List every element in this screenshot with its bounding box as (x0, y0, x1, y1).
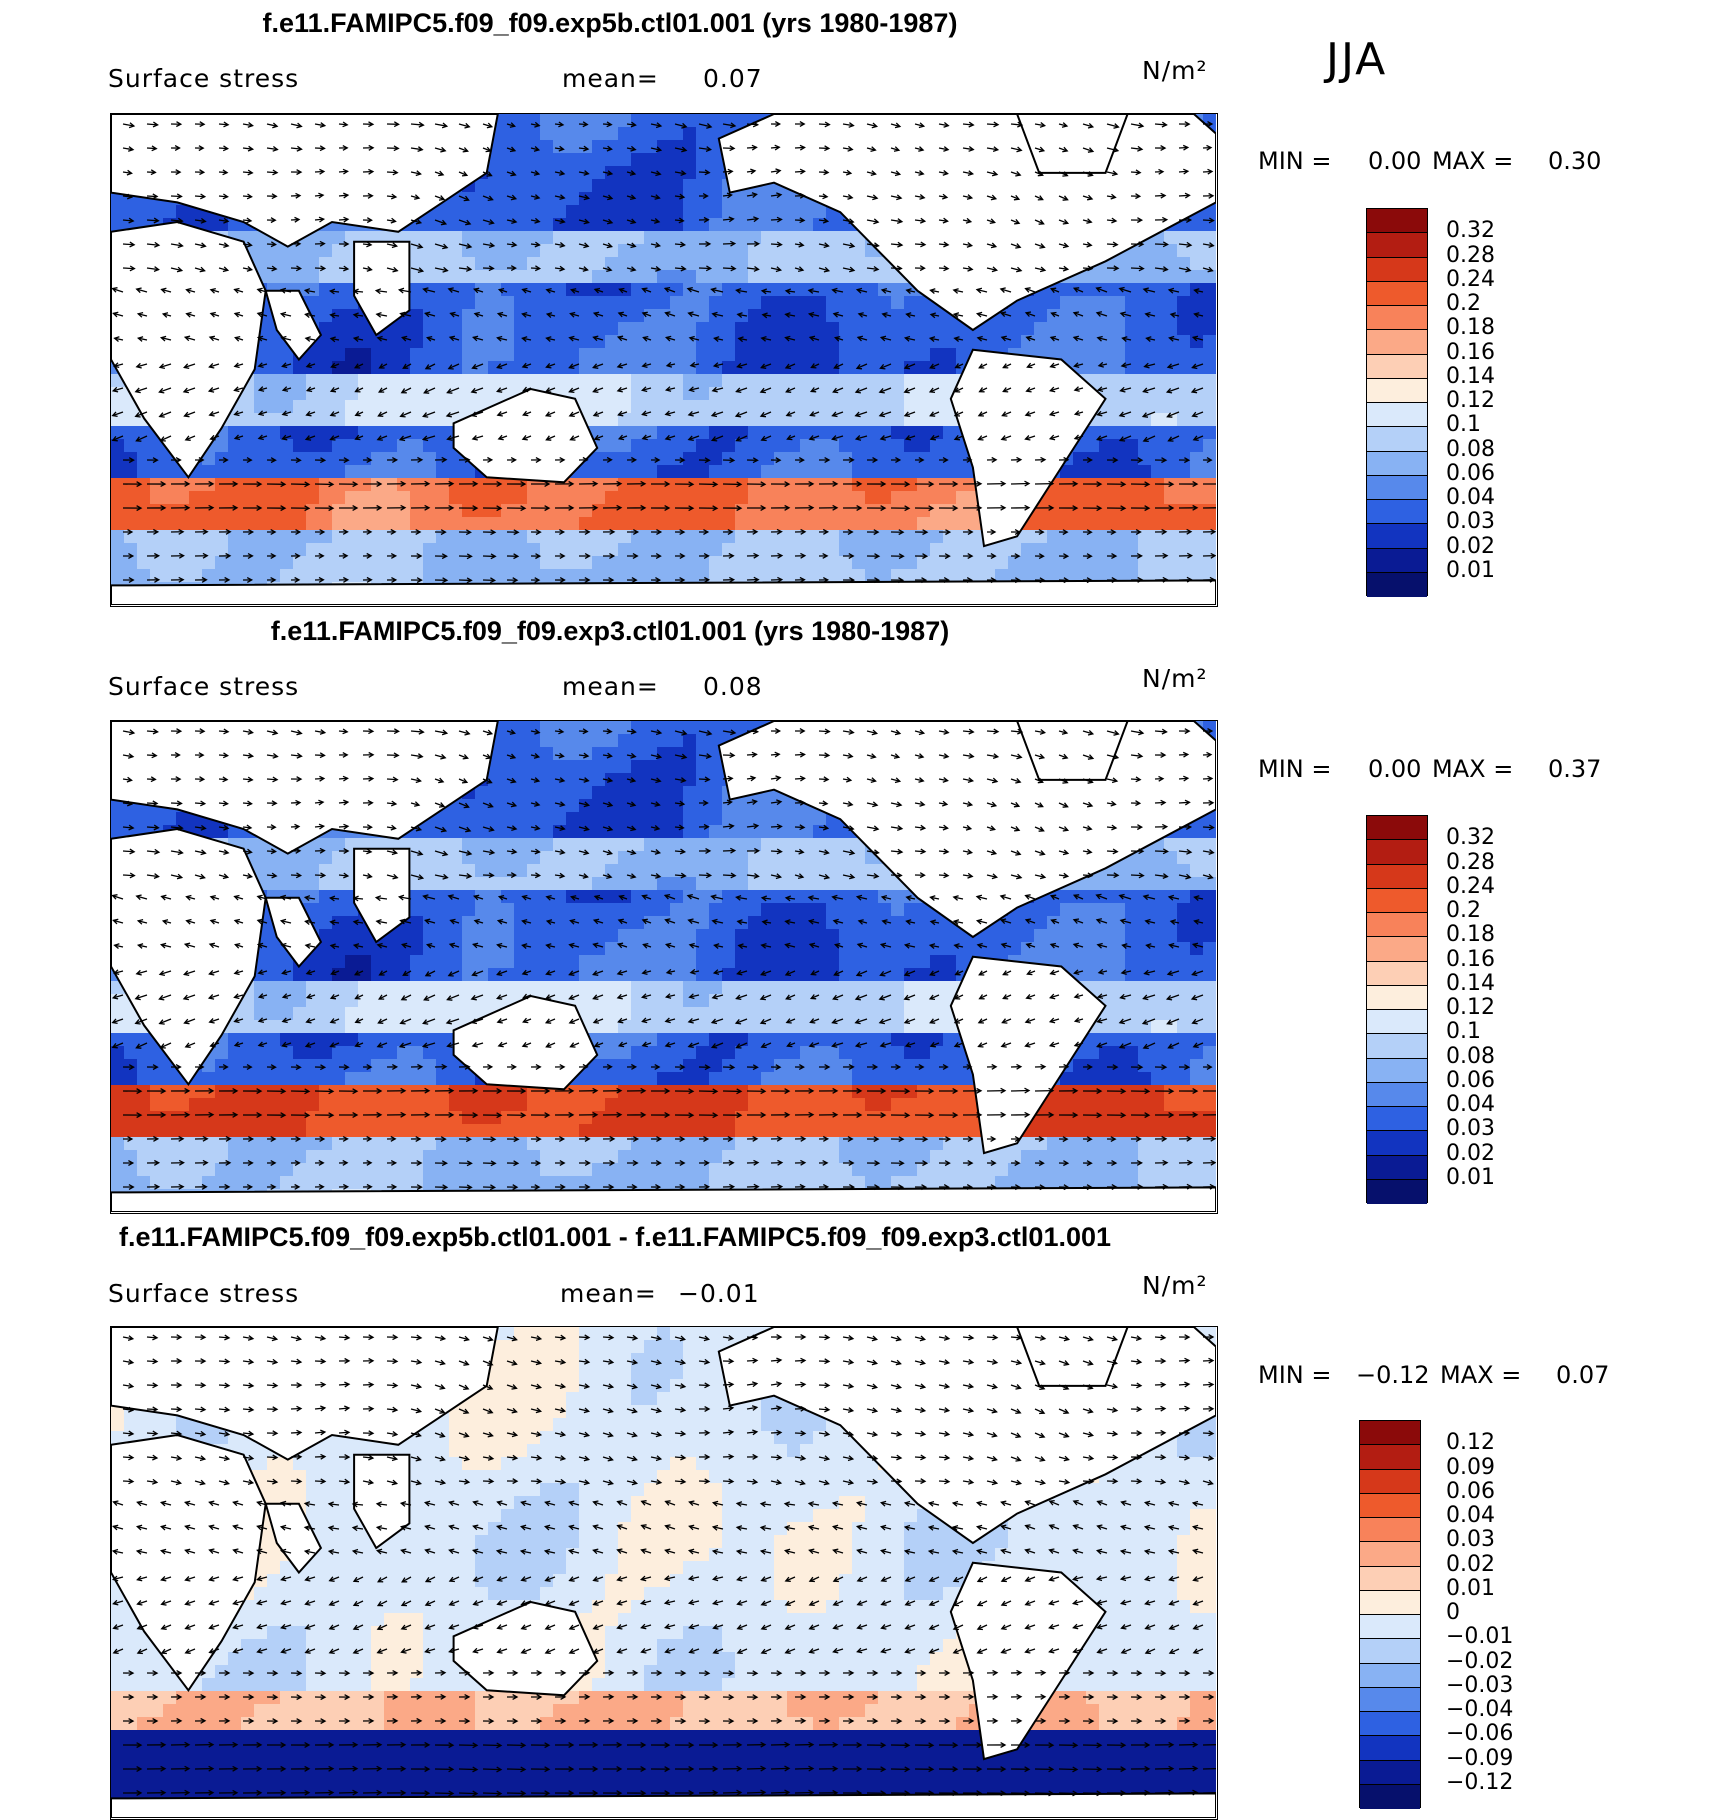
map-frame (110, 113, 1218, 607)
variable-name: Surface stress (108, 672, 299, 701)
colorbar-tick-label: 0.03 (1446, 509, 1495, 534)
mean-value: 0.08 (703, 672, 763, 701)
colorbar-swatch (1367, 986, 1427, 1010)
map-frame (110, 720, 1218, 1214)
colorbar-swatch (1367, 1059, 1427, 1083)
colorbar-swatch (1367, 549, 1427, 573)
colorbar-swatch (1367, 403, 1427, 427)
colorbar-swatch (1367, 427, 1427, 451)
colorbar (1366, 815, 1428, 1203)
variable-name: Surface stress (108, 1279, 299, 1308)
colorbar-tick-label: 0.16 (1446, 340, 1495, 365)
colorbar-tick-label: 0.32 (1446, 218, 1495, 243)
colorbar-swatch (1367, 500, 1427, 524)
colorbar-tick-label: 0.08 (1446, 437, 1495, 462)
colorbar-swatch (1367, 816, 1427, 840)
colorbar-swatch (1367, 840, 1427, 864)
colorbar-tick-label: 0.1 (1446, 412, 1481, 437)
colorbar-swatch (1367, 355, 1427, 379)
coastline (111, 580, 1216, 605)
max-value: 0.30 (1548, 147, 1601, 175)
colorbar-swatch (1367, 1083, 1427, 1107)
colorbar-swatch (1367, 913, 1427, 937)
colorbar-swatch (1367, 330, 1427, 354)
colorbar-tick-label: 0.2 (1446, 898, 1481, 923)
colorbar-tick-label: 0.02 (1446, 1141, 1495, 1166)
coastline (111, 1187, 1216, 1212)
min-value: 0.00 (1368, 755, 1421, 783)
min-label: MIN = (1258, 147, 1331, 175)
colorbar-tick-label: 0.14 (1446, 364, 1495, 389)
mean-value: 0.07 (703, 64, 763, 93)
colorbar-tick-label: 0.12 (1446, 388, 1495, 413)
colorbar (1366, 208, 1428, 596)
colorbar-tick-label: 0.28 (1446, 243, 1495, 268)
colorbar-swatch (1367, 1034, 1427, 1058)
map-frame (110, 1326, 1218, 1820)
stress-map (111, 114, 1216, 605)
colorbar-swatch (1367, 1107, 1427, 1131)
colorbar-swatch (1367, 476, 1427, 500)
min-value: 0.00 (1368, 147, 1421, 175)
variable-name: Surface stress (108, 64, 299, 93)
colorbar-tick-label: 0.06 (1446, 461, 1495, 486)
mean-label: mean= (562, 64, 659, 93)
colorbar-swatch (1367, 1131, 1427, 1155)
colorbar-swatch (1367, 1180, 1427, 1204)
colorbar-swatch (1367, 962, 1427, 986)
colorbar-swatch (1367, 573, 1427, 597)
colorbar-tick-label: 0.24 (1446, 874, 1495, 899)
colorbar-swatch (1367, 1156, 1427, 1180)
colorbar-tick-label: 0.03 (1446, 1116, 1495, 1141)
coastline (111, 1793, 1216, 1818)
max-label: MAX = (1432, 755, 1513, 783)
colorbar-tick-label: 0.18 (1446, 315, 1495, 340)
colorbar-swatch (1367, 452, 1427, 476)
stress-map (111, 1327, 1216, 1818)
mean-label: mean= (562, 672, 659, 701)
colorbar-swatch (1367, 282, 1427, 306)
stress-map (111, 721, 1216, 1212)
colorbar-tick-label: 0.32 (1446, 825, 1495, 850)
colorbar-tick-label: 0.28 (1446, 850, 1495, 875)
units-label: N/m² (1142, 56, 1208, 85)
units-label: N/m² (1142, 664, 1208, 693)
panel-title: f.e11.FAMIPC5.f09_f09.exp3.ctl01.001 (yr… (110, 616, 1110, 647)
colorbar-tick-label: 0.16 (1446, 947, 1495, 972)
colorbar-swatch (1367, 379, 1427, 403)
colorbar-tick-label: 0.02 (1446, 534, 1495, 559)
panel-title: f.e11.FAMIPC5.f09_f09.exp5b.ctl01.001 (y… (110, 8, 1110, 39)
colorbar-swatch (1367, 889, 1427, 913)
colorbar-swatch (1367, 209, 1427, 233)
colorbar-tick-label: 0.24 (1446, 267, 1495, 292)
colorbar-swatch (1367, 865, 1427, 889)
colorbar-tick-label: 0.04 (1446, 1092, 1495, 1117)
colorbar-swatch (1367, 1010, 1427, 1034)
season-label: JJA (1326, 34, 1387, 85)
colorbar-tick-label: 0.01 (1446, 1165, 1495, 1190)
max-label: MAX = (1432, 147, 1513, 175)
colorbar-swatch (1367, 233, 1427, 257)
colorbar-tick-label: 0.14 (1446, 971, 1495, 996)
colorbar-tick-label: 0.1 (1446, 1019, 1481, 1044)
panel-title: f.e11.FAMIPC5.f09_f09.exp5b.ctl01.001 - … (90, 1222, 1140, 1253)
mean-value: −0.01 (678, 1279, 760, 1308)
units-label: N/m² (1142, 1271, 1208, 1300)
colorbar-tick-label: 0.06 (1446, 1068, 1495, 1093)
colorbar-swatch (1367, 937, 1427, 961)
colorbar-swatch (1367, 258, 1427, 282)
colorbar-tick-label: 0.08 (1446, 1044, 1495, 1069)
min-label: MIN = (1258, 755, 1331, 783)
max-value: 0.37 (1548, 755, 1601, 783)
mean-label: mean= (560, 1279, 657, 1308)
colorbar-tick-label: 0.04 (1446, 485, 1495, 510)
colorbar-tick-label: 0.2 (1446, 291, 1481, 316)
colorbar-swatch (1367, 306, 1427, 330)
colorbar-swatch (1367, 524, 1427, 548)
colorbar-tick-label: 0.18 (1446, 922, 1495, 947)
colorbar-tick-label: 0.12 (1446, 995, 1495, 1020)
colorbar-tick-label: 0.01 (1446, 558, 1495, 583)
